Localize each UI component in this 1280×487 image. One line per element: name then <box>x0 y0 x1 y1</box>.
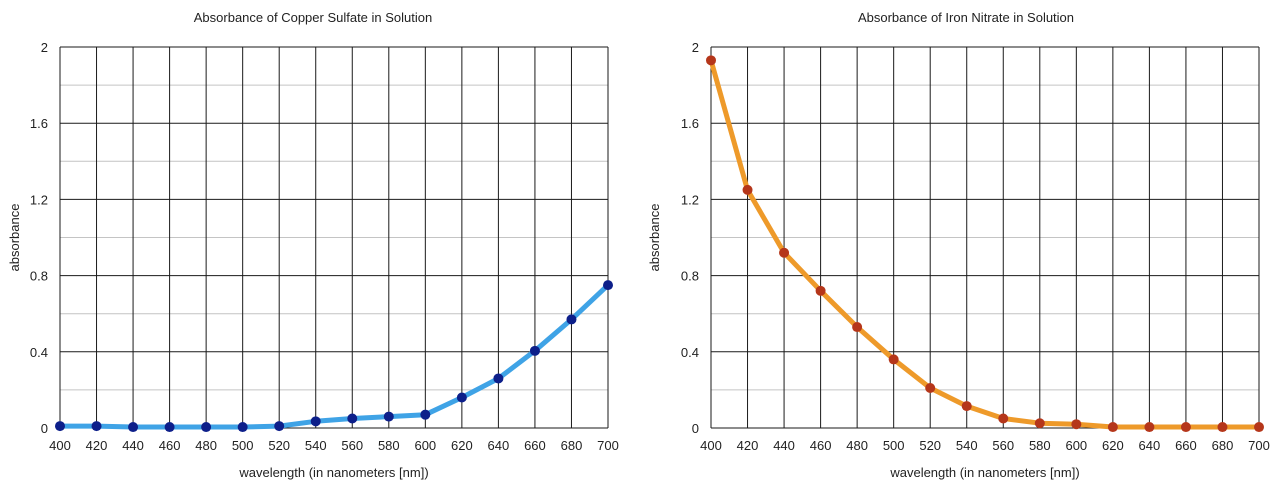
x-tick-label: 500 <box>883 438 905 453</box>
x-tick-label: 600 <box>414 438 436 453</box>
chart-title: Absorbance of Iron Nitrate in Solution <box>858 10 1074 25</box>
y-tick-label: 1.6 <box>30 116 48 131</box>
y-tick-label: 2 <box>41 40 48 55</box>
data-point <box>779 247 790 258</box>
x-tick-label: 660 <box>1175 438 1197 453</box>
data-point <box>383 411 394 422</box>
data-point <box>925 382 936 393</box>
x-tick-label: 500 <box>232 438 254 453</box>
data-point <box>529 345 540 356</box>
y-tick-label: 0.8 <box>681 269 699 284</box>
data-point <box>164 422 175 433</box>
x-tick-label: 620 <box>451 438 473 453</box>
data-point <box>1254 422 1264 433</box>
x-tick-label: 560 <box>992 438 1014 453</box>
x-tick-label: 440 <box>122 438 144 453</box>
x-tick-label: 580 <box>1029 438 1051 453</box>
data-point <box>493 373 504 384</box>
data-point <box>1034 418 1045 429</box>
data-point <box>961 401 972 412</box>
y-tick-label: 0.8 <box>30 269 48 284</box>
x-tick-label: 420 <box>737 438 759 453</box>
x-tick-label: 480 <box>195 438 217 453</box>
x-tick-label: 640 <box>488 438 510 453</box>
series-line <box>57 282 611 430</box>
y-tick-label: 0.4 <box>681 345 699 360</box>
data-point <box>888 354 899 365</box>
chart-iron-nitrate: 0 0.4 0.8 1.2 1.6 2 400 420 440 460 480 500 520 540 56… <box>647 10 1270 480</box>
x-tick-label: 700 <box>597 438 619 453</box>
y-tick-label: 0.4 <box>30 345 48 360</box>
data-point <box>706 55 716 66</box>
y-axis-label: absorbance <box>7 204 22 272</box>
data-point <box>566 314 577 325</box>
x-tick-label: 700 <box>1248 438 1270 453</box>
data-point <box>1144 422 1155 433</box>
x-tick-label: 560 <box>341 438 363 453</box>
data-point <box>201 422 212 433</box>
data-point <box>998 413 1009 424</box>
x-tick-label: 400 <box>700 438 722 453</box>
data-point <box>1217 422 1228 433</box>
x-tick-label: 680 <box>561 438 583 453</box>
x-tick-label: 460 <box>810 438 832 453</box>
data-point <box>128 422 139 433</box>
x-tick-label: 580 <box>378 438 400 453</box>
y-tick-label: 0 <box>41 421 48 436</box>
x-tick-label: 420 <box>86 438 108 453</box>
x-tick-label: 460 <box>159 438 181 453</box>
data-point <box>1180 422 1191 433</box>
x-tick-label: 540 <box>956 438 978 453</box>
y-tick-label: 0 <box>692 421 699 436</box>
x-tick-label: 440 <box>773 438 795 453</box>
x-tick-label: 520 <box>268 438 290 453</box>
data-point <box>55 421 65 432</box>
x-tick-label: 680 <box>1212 438 1234 453</box>
data-point <box>420 409 431 420</box>
data-point <box>310 416 321 427</box>
chart-copper-sulfate: 0 0.4 0.8 1.2 1.6 2 400 420 440 460 480 500 520 540 56… <box>7 10 619 480</box>
x-tick-label: 620 <box>1102 438 1124 453</box>
data-point <box>852 322 863 333</box>
x-axis-label: wavelength (in nanometers [nm]) <box>238 465 428 480</box>
x-axis-label: wavelength (in nanometers [nm]) <box>889 465 1079 480</box>
data-point <box>237 422 248 433</box>
data-point <box>347 413 358 424</box>
x-tick-label: 540 <box>305 438 327 453</box>
data-point <box>1071 419 1082 430</box>
x-tick-label: 480 <box>846 438 868 453</box>
x-tick-label: 640 <box>1139 438 1161 453</box>
data-point <box>91 421 102 432</box>
data-point <box>274 421 285 432</box>
data-point <box>1107 422 1118 433</box>
series-line <box>708 57 1262 430</box>
x-tick-label: 600 <box>1065 438 1087 453</box>
y-tick-label: 1.2 <box>30 192 48 207</box>
y-tick-label: 1.2 <box>681 192 699 207</box>
data-point <box>456 392 467 403</box>
x-tick-label: 520 <box>919 438 941 453</box>
x-tick-label: 400 <box>49 438 71 453</box>
data-point <box>815 285 826 296</box>
data-point <box>742 184 753 195</box>
data-point <box>603 280 613 291</box>
y-tick-label: 2 <box>692 40 699 55</box>
chart-title: Absorbance of Copper Sulfate in Solution <box>194 10 433 25</box>
y-axis-label: absorbance <box>647 204 662 272</box>
x-tick-label: 660 <box>524 438 546 453</box>
y-tick-label: 1.6 <box>681 116 699 131</box>
